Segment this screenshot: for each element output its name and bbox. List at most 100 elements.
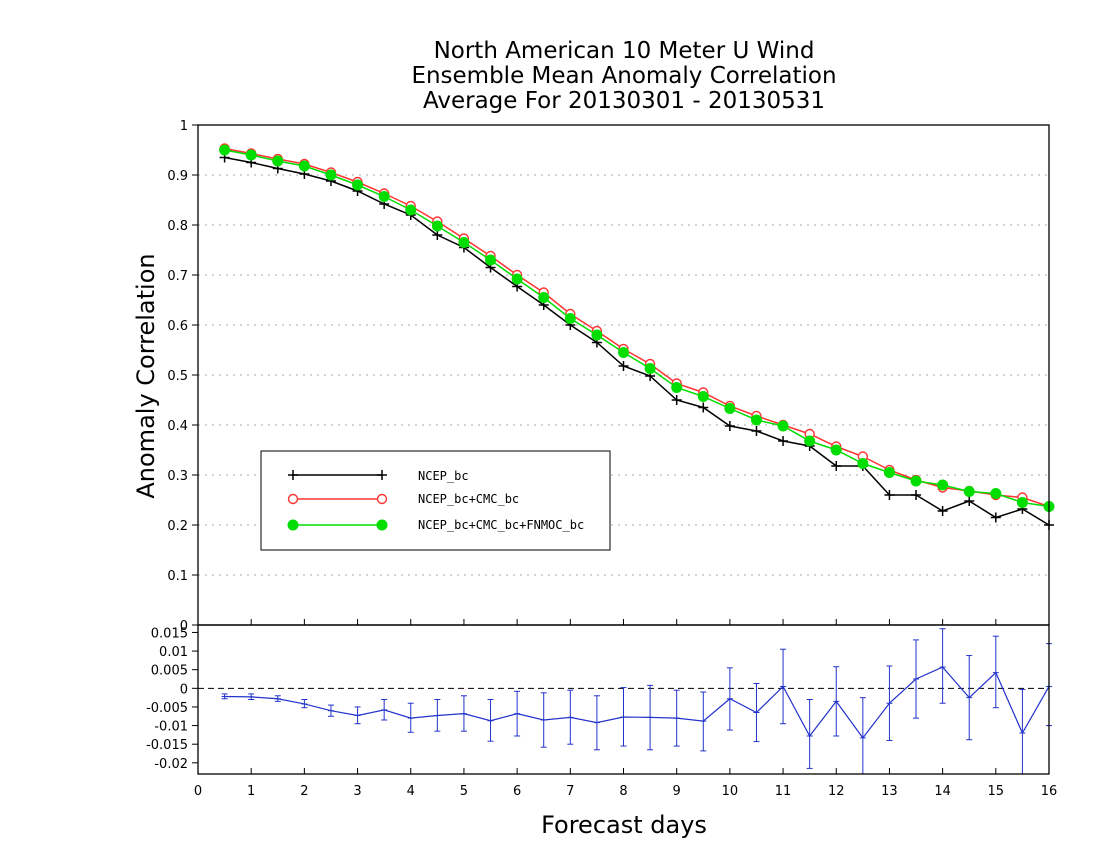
data-point [857, 458, 869, 469]
error-bar [221, 693, 228, 700]
error-bar [886, 665, 893, 741]
data-point [458, 237, 470, 248]
y-tick-label: 0.2 [167, 519, 188, 534]
error-bar [434, 699, 441, 732]
error-bar [780, 648, 787, 725]
data-point [990, 488, 1002, 499]
data-point [750, 414, 762, 426]
data-point [405, 204, 417, 216]
data-point [485, 254, 497, 266]
data-point [671, 395, 682, 405]
error-bar [620, 687, 627, 747]
y-axis-label: Anomaly Correlation [132, 253, 160, 498]
y-tick-label: 0.6 [167, 319, 188, 334]
data-point [724, 403, 736, 414]
y-tick-label: 1 [180, 119, 188, 134]
x-axis-label: Forecast days [541, 811, 707, 839]
x-tick-label: 7 [566, 784, 574, 799]
data-point [990, 512, 1001, 523]
error-bar [301, 699, 308, 709]
data-point [219, 144, 231, 156]
chart-title-line-2: Ensemble Mean Anomaly Correlation [411, 63, 836, 89]
x-tick-label: 9 [673, 784, 681, 799]
error-bar [407, 702, 414, 733]
x-tick-label: 0 [194, 784, 202, 799]
error-bar [726, 667, 733, 731]
x-tick-label: 5 [460, 784, 468, 799]
data-point [618, 347, 629, 358]
data-point [272, 155, 284, 167]
error-bar [992, 635, 999, 709]
error-bar [753, 682, 760, 743]
x-tick-label: 13 [881, 784, 898, 799]
x-tick-label: 16 [1041, 784, 1058, 799]
data-point [644, 363, 656, 374]
y-tick-label: 0.015 [151, 626, 188, 641]
legend-marker [377, 470, 387, 480]
x-tick-label: 11 [775, 784, 792, 799]
legend-marker [288, 470, 298, 480]
chart-title-line-1: North American 10 Meter U Wind [434, 38, 815, 64]
y-tick-label: 0 [180, 682, 188, 697]
data-point [883, 467, 895, 478]
y-tick-label: 0.7 [167, 269, 188, 284]
x-tick-label: 6 [513, 784, 521, 799]
data-point [245, 149, 257, 161]
data-point [698, 402, 709, 413]
data-point [937, 506, 948, 516]
data-point [432, 230, 443, 240]
legend-marker [376, 519, 388, 531]
error-bar [833, 666, 840, 737]
error-bar [354, 706, 361, 725]
y-tick-label: 0.9 [167, 169, 188, 184]
data-point [911, 490, 922, 500]
error-bar [327, 704, 334, 717]
error-bar [1019, 688, 1026, 775]
error-bar [700, 691, 707, 752]
error-bar [274, 695, 281, 702]
x-tick-label: 14 [934, 784, 951, 799]
legend-label-ncep-bc: NCEP_bc [418, 469, 469, 483]
x-tick-label: 2 [300, 784, 308, 799]
data-point [963, 486, 975, 497]
data-point [564, 313, 576, 324]
error-bar [567, 689, 574, 745]
data-point [884, 490, 895, 500]
error-bar [806, 699, 813, 769]
legend-marker [376, 493, 388, 505]
y-tick-label: -0.005 [146, 701, 188, 716]
x-axis-ticks: 0 1 2 3 4 5 6 7 8 9 10 11 12 13 14 15 16 [194, 619, 1057, 799]
error-bar [966, 655, 973, 741]
legend-label-ncep-cmc-fnmoc: NCEP_bc+CMC_bc+FNMOC_bc [418, 518, 584, 532]
error-bar [673, 689, 680, 747]
error-bar [540, 692, 547, 748]
y-tick-label: 0.005 [151, 664, 188, 679]
data-point [511, 273, 523, 285]
x-tick-label: 8 [619, 784, 627, 799]
y-tick-label: 0.5 [167, 369, 188, 384]
data-point [618, 361, 629, 371]
data-point [778, 436, 789, 446]
data-point [831, 461, 842, 471]
legend: NCEP_bc NCEP_bc+CMC_bc NCEP_bc+CMC_bc+FN… [260, 450, 611, 551]
error-bar [460, 695, 467, 732]
data-point [964, 496, 975, 506]
x-tick-label: 12 [828, 784, 845, 799]
data-point [325, 169, 337, 181]
y-tick-label: 0.3 [167, 469, 188, 484]
error-bar [859, 697, 866, 774]
legend-box [260, 450, 611, 551]
data-point [751, 426, 762, 436]
chart-title-line-3: Average For 20130301 - 20130531 [423, 88, 825, 114]
data-point [538, 292, 550, 303]
difference-line [224, 666, 1050, 739]
bottom-plot-y-ticks: 0.015 0.01 0.005 0 -0.005 -0.01 -0.015 -0.02 [146, 626, 198, 772]
data-point [671, 382, 683, 393]
y-tick-label: 0 [180, 619, 188, 634]
data-point [591, 329, 603, 341]
bottom-plot-series [221, 628, 1052, 775]
x-tick-label: 3 [353, 784, 361, 799]
data-point [910, 475, 922, 487]
legend-marker [287, 493, 299, 505]
